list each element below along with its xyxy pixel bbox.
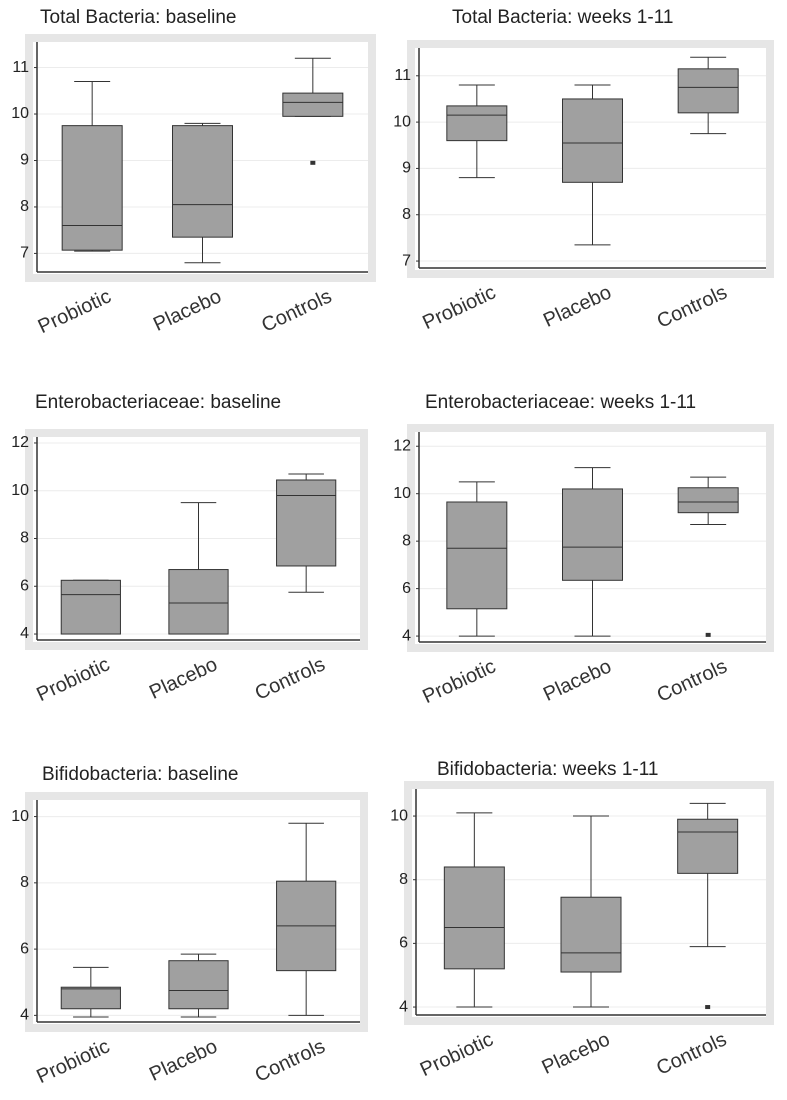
x-tick-label: Probiotic: [419, 281, 499, 334]
x-tick-label: Placebo: [146, 1035, 221, 1085]
outlier: [705, 632, 711, 637]
y-tick-label: 11: [394, 67, 411, 84]
y-tick-label: 10: [11, 808, 29, 825]
y-tick-label: 9: [402, 160, 411, 177]
x-tick-label: Probiotic: [419, 655, 499, 708]
chart-title: Bifidobacteria: weeks 1-11: [437, 759, 658, 780]
x-tick-label: Controls: [258, 285, 335, 336]
y-tick-label: 8: [20, 530, 29, 547]
box: [61, 125, 123, 251]
box: [168, 960, 229, 1010]
y-tick-label: 12: [11, 434, 29, 451]
x-tick-label: Probiotic: [33, 653, 113, 706]
box: [677, 818, 739, 874]
y-tick-label: 8: [402, 206, 411, 223]
box: [562, 98, 623, 183]
y-tick-label: 4: [20, 1007, 29, 1024]
y-tick-label: 8: [402, 532, 411, 549]
y-tick-label: 11: [12, 59, 29, 76]
y-tick-label: 4: [399, 998, 408, 1015]
y-tick-label: 8: [20, 874, 29, 891]
y-tick-label: 8: [20, 198, 29, 215]
y-tick-label: 10: [11, 105, 29, 122]
panel-frame: [25, 792, 368, 1032]
y-tick-label: 7: [402, 252, 411, 269]
x-tick-label: Placebo: [540, 281, 615, 331]
x-tick-label: Controls: [654, 655, 731, 706]
x-tick-label: Placebo: [146, 653, 221, 703]
box: [677, 68, 739, 114]
x-tick-label: Probiotic: [35, 285, 115, 338]
chart-title: Enterobacteriaceae: baseline: [35, 392, 281, 413]
box: [172, 125, 233, 238]
y-tick-label: 4: [20, 625, 29, 642]
y-tick-label: 6: [20, 940, 29, 957]
outlier: [310, 160, 316, 165]
y-tick-label: 10: [390, 807, 408, 824]
y-tick-label: 4: [402, 627, 411, 644]
panel-frame: [407, 424, 774, 652]
box: [446, 105, 508, 142]
box: [562, 488, 623, 581]
y-tick-label: 10: [11, 482, 29, 499]
x-tick-label: Controls: [654, 281, 731, 332]
y-tick-label: 8: [399, 871, 408, 888]
box: [446, 501, 508, 610]
y-tick-label: 10: [393, 485, 411, 502]
box: [282, 92, 344, 117]
chart-title: Total Bacteria: weeks 1-11: [452, 7, 673, 28]
x-tick-label: Placebo: [539, 1028, 614, 1078]
x-tick-label: Probiotic: [417, 1028, 497, 1081]
box: [60, 986, 121, 1010]
x-tick-label: Placebo: [540, 655, 615, 705]
panel-frame: [407, 40, 774, 278]
panel-frame: [25, 429, 368, 650]
x-tick-label: Placebo: [150, 285, 225, 335]
x-tick-label: Controls: [653, 1028, 730, 1079]
y-tick-label: 7: [20, 245, 29, 262]
y-tick-label: 10: [393, 113, 411, 130]
box: [60, 579, 121, 635]
x-tick-label: Controls: [252, 1035, 329, 1086]
y-tick-label: 12: [393, 437, 411, 454]
chart-title: Total Bacteria: baseline: [40, 7, 236, 28]
x-tick-label: Probiotic: [33, 1035, 113, 1088]
y-tick-label: 9: [20, 152, 29, 169]
y-tick-label: 6: [399, 935, 408, 952]
y-tick-label: 6: [20, 577, 29, 594]
panel-frame: [404, 781, 774, 1025]
box: [443, 866, 505, 970]
chart-title: Enterobacteriaceae: weeks 1-11: [425, 392, 696, 413]
x-tick-label: Controls: [252, 653, 329, 704]
panel-frame: [25, 34, 376, 282]
box: [168, 569, 229, 635]
chart-title: Bifidobacteria: baseline: [42, 764, 238, 785]
box: [560, 896, 622, 973]
box: [276, 479, 337, 567]
outlier: [705, 1005, 711, 1010]
box: [677, 487, 739, 514]
y-tick-label: 6: [402, 580, 411, 597]
